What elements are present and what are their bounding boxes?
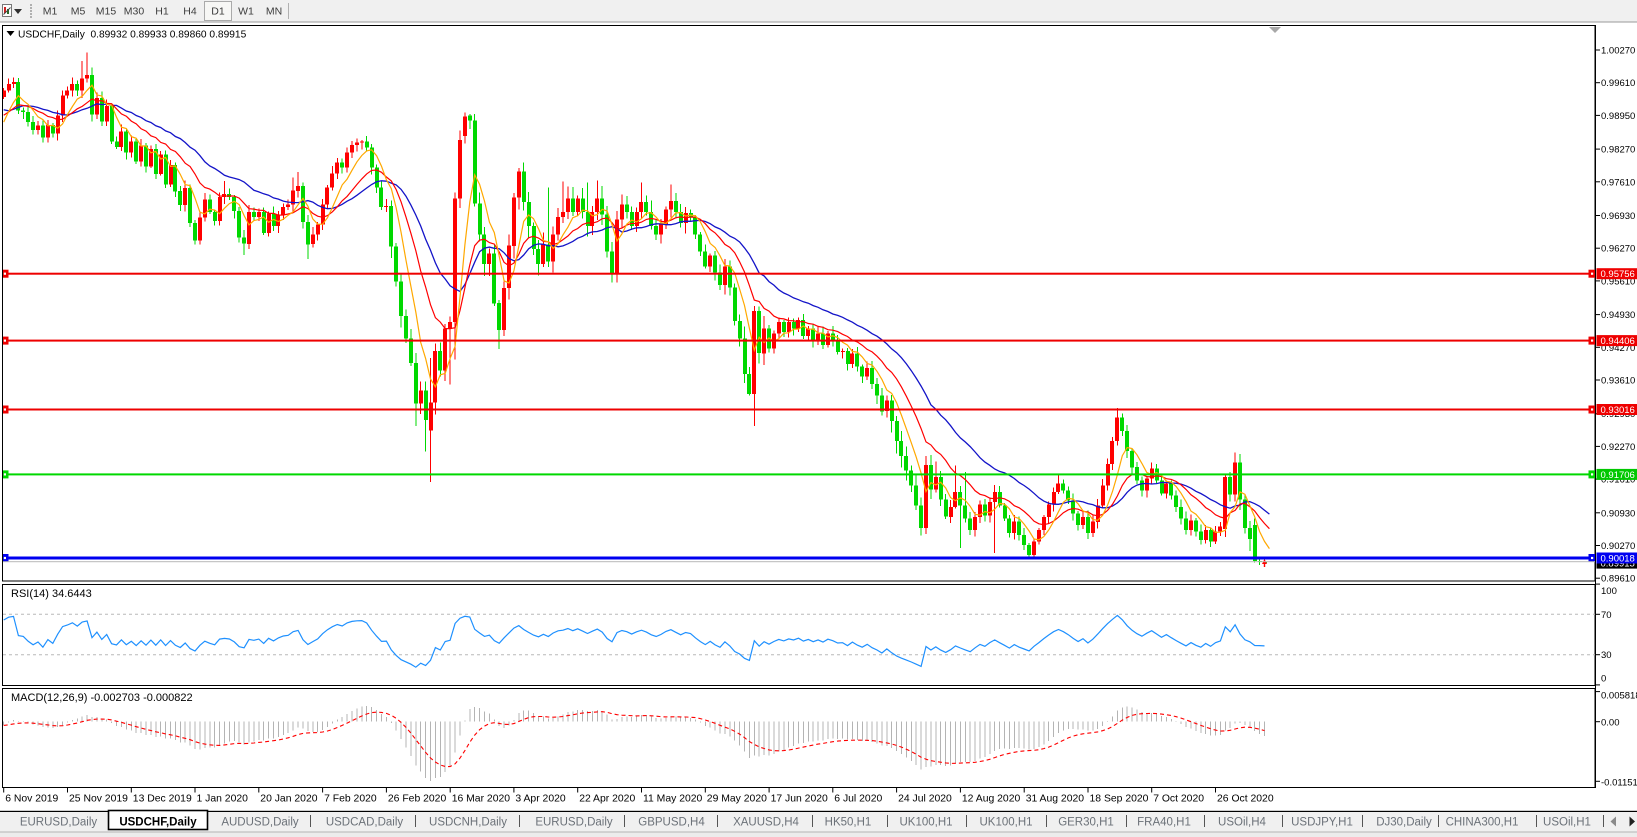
svg-text:6 Nov 2019: 6 Nov 2019	[5, 794, 58, 805]
svg-text:MACD(12,26,9) -0.002703 -0.000: MACD(12,26,9) -0.002703 -0.000822	[11, 692, 193, 704]
svg-text:29 May 2020: 29 May 2020	[707, 794, 767, 805]
svg-text:EURUSD,Daily: EURUSD,Daily	[20, 817, 98, 829]
svg-text:0.90270: 0.90270	[1601, 541, 1635, 552]
svg-text:USDJPY,H1: USDJPY,H1	[1291, 817, 1353, 829]
svg-text:3 Apr 2020: 3 Apr 2020	[515, 794, 565, 805]
svg-text:0.98270: 0.98270	[1601, 145, 1635, 156]
svg-text:0.94930: 0.94930	[1601, 310, 1635, 321]
svg-text:30: 30	[1601, 650, 1612, 661]
svg-text:GBPUSD,H4: GBPUSD,H4	[638, 817, 705, 829]
svg-text:26 Oct 2020: 26 Oct 2020	[1217, 794, 1274, 805]
svg-text:M5: M5	[71, 6, 86, 18]
svg-text:100: 100	[1601, 586, 1617, 597]
svg-text:22 Apr 2020: 22 Apr 2020	[579, 794, 635, 805]
svg-text:7 Oct 2020: 7 Oct 2020	[1153, 794, 1204, 805]
svg-text:70: 70	[1601, 610, 1612, 621]
svg-text:0.95756: 0.95756	[1601, 269, 1635, 280]
svg-text:24 Jul 2020: 24 Jul 2020	[898, 794, 952, 805]
svg-text:20 Jan 2020: 20 Jan 2020	[260, 794, 317, 805]
svg-text:USDCAD,Daily: USDCAD,Daily	[326, 817, 404, 829]
svg-text:12 Aug 2020: 12 Aug 2020	[962, 794, 1021, 805]
svg-text:0.90018: 0.90018	[1601, 554, 1635, 565]
svg-text:DJ30,Daily: DJ30,Daily	[1376, 817, 1432, 829]
svg-text:RSI(14) 34.6443: RSI(14) 34.6443	[11, 588, 92, 600]
svg-text:USOil,H4: USOil,H4	[1218, 817, 1267, 829]
svg-text:M1: M1	[43, 6, 58, 18]
svg-text:11 May 2020: 11 May 2020	[643, 794, 703, 805]
svg-text:UK100,H1: UK100,H1	[899, 817, 952, 829]
svg-text:CHINA300,H1: CHINA300,H1	[1446, 817, 1519, 829]
svg-text:0.91706: 0.91706	[1601, 470, 1635, 481]
svg-text:USDCNH,Daily: USDCNH,Daily	[429, 817, 507, 829]
svg-text:0.89915: 0.89915	[1601, 559, 1635, 570]
svg-text:0.96270: 0.96270	[1601, 244, 1635, 255]
svg-text:0.92270: 0.92270	[1601, 442, 1635, 453]
svg-text:M30: M30	[124, 6, 145, 18]
svg-text:HK50,H1: HK50,H1	[825, 817, 872, 829]
svg-text:0.93016: 0.93016	[1601, 405, 1635, 416]
svg-text:7 Feb 2020: 7 Feb 2020	[324, 794, 377, 805]
svg-text:0.005818: 0.005818	[1601, 691, 1637, 702]
svg-text:H1: H1	[155, 6, 169, 18]
svg-text:0.00: 0.00	[1601, 718, 1620, 729]
svg-text:0.97610: 0.97610	[1601, 177, 1635, 188]
svg-text:0.90930: 0.90930	[1601, 508, 1635, 519]
svg-text:6 Jul 2020: 6 Jul 2020	[834, 794, 882, 805]
svg-text:M15: M15	[96, 6, 117, 18]
svg-text:1.00270: 1.00270	[1601, 46, 1635, 57]
svg-text:USDCHF,Daily 0.89932 0.89933: USDCHF,Daily 0.89932 0.89933 0.89860 0.8…	[18, 30, 247, 41]
svg-text:W1: W1	[238, 6, 254, 18]
svg-text:0.93610: 0.93610	[1601, 376, 1635, 387]
svg-text:18 Sep 2020: 18 Sep 2020	[1090, 794, 1149, 805]
svg-text:0.96930: 0.96930	[1601, 211, 1635, 222]
svg-text:17 Jun 2020: 17 Jun 2020	[771, 794, 828, 805]
svg-text:16 Mar 2020: 16 Mar 2020	[452, 794, 511, 805]
svg-text:FRA40,H1: FRA40,H1	[1137, 817, 1191, 829]
svg-text:1 Jan 2020: 1 Jan 2020	[197, 794, 249, 805]
svg-text:0.91610: 0.91610	[1601, 475, 1635, 486]
svg-text:31 Aug 2020: 31 Aug 2020	[1026, 794, 1085, 805]
svg-text:0: 0	[1601, 674, 1606, 685]
svg-text:0.94270: 0.94270	[1601, 343, 1635, 354]
svg-text:0.99610: 0.99610	[1601, 78, 1635, 89]
svg-text:0.95610: 0.95610	[1601, 276, 1635, 287]
svg-text:AUDUSD,Daily: AUDUSD,Daily	[221, 817, 299, 829]
svg-text:-0.011514: -0.011514	[1601, 777, 1637, 788]
svg-text:26 Feb 2020: 26 Feb 2020	[388, 794, 447, 805]
svg-text:13 Dec 2019: 13 Dec 2019	[133, 794, 192, 805]
svg-text:D1: D1	[211, 6, 225, 18]
svg-text:XAUUSD,H4: XAUUSD,H4	[733, 817, 799, 829]
svg-text:UK100,H1: UK100,H1	[979, 817, 1032, 829]
svg-text:0.89610: 0.89610	[1601, 574, 1635, 585]
svg-text:USOil,H1: USOil,H1	[1543, 817, 1591, 829]
svg-text:H4: H4	[183, 6, 197, 18]
svg-text:25 Nov 2019: 25 Nov 2019	[69, 794, 128, 805]
svg-text:EURUSD,Daily: EURUSD,Daily	[535, 817, 613, 829]
svg-text:0.98950: 0.98950	[1601, 111, 1635, 122]
svg-text:0.94406: 0.94406	[1601, 336, 1635, 347]
svg-text:GER30,H1: GER30,H1	[1058, 817, 1114, 829]
svg-text:USDCHF,Daily: USDCHF,Daily	[119, 817, 197, 829]
svg-text:MN: MN	[266, 6, 282, 18]
